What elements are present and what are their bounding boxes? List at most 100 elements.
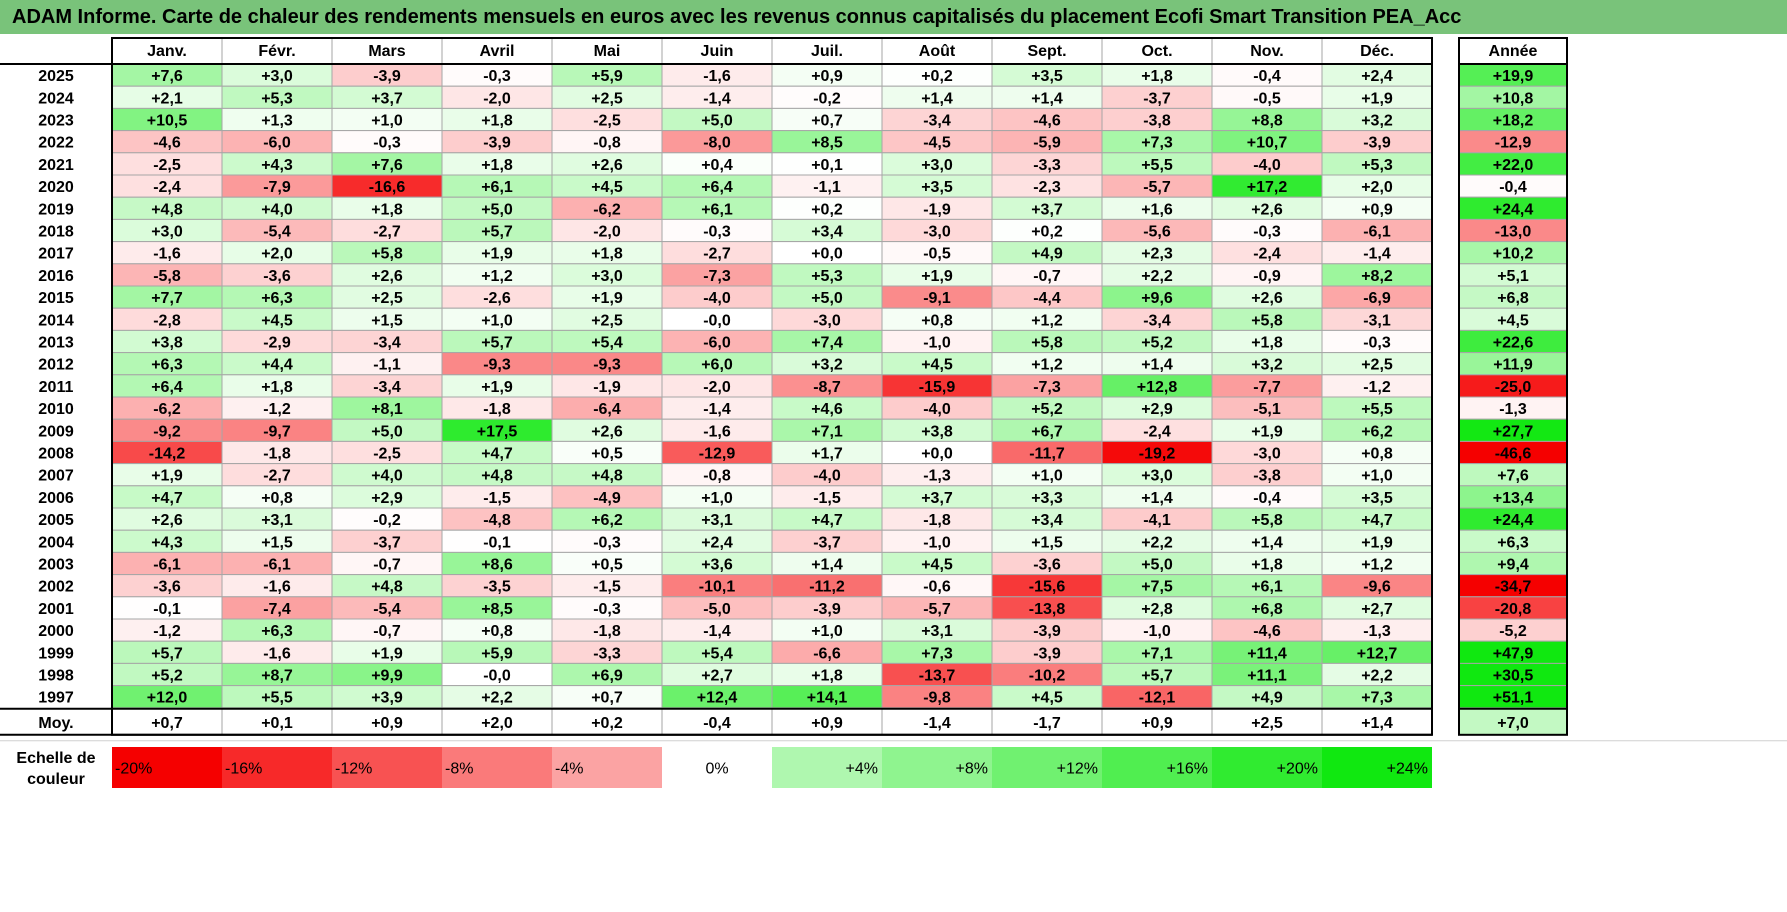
cell-value: +2,5 bbox=[591, 90, 623, 107]
cell-value: +6,3 bbox=[261, 623, 293, 640]
month-header: Juin bbox=[701, 43, 734, 60]
month-header-cell bbox=[991, 37, 1103, 65]
cell-value: -0,1 bbox=[153, 601, 181, 618]
year-label: 2013 bbox=[38, 335, 74, 352]
cell-value: +5,3 bbox=[811, 268, 843, 285]
cell-value: +3,1 bbox=[261, 512, 293, 529]
cell-value: -2,0 bbox=[593, 224, 621, 241]
cell-value: +3,7 bbox=[921, 490, 953, 507]
cell-value: -0,5 bbox=[1253, 90, 1281, 107]
cell-value: +17,2 bbox=[1247, 179, 1288, 196]
cell-value: +1,3 bbox=[261, 113, 293, 130]
month-header: Déc. bbox=[1360, 43, 1394, 60]
cell-value: +1,4 bbox=[1141, 357, 1173, 374]
cell-value: +4,8 bbox=[481, 468, 513, 485]
cell-value: -1,9 bbox=[593, 379, 621, 396]
cell-value: -2,5 bbox=[593, 113, 621, 130]
cell-value: -1,2 bbox=[1363, 379, 1391, 396]
annual-value: +5,1 bbox=[1497, 268, 1529, 285]
year-label: 2019 bbox=[38, 201, 74, 218]
annual-header: Année bbox=[1489, 43, 1538, 60]
cell-value: -5,1 bbox=[1253, 401, 1281, 418]
scale-swatch bbox=[222, 747, 332, 788]
cell-value: +3,2 bbox=[1361, 113, 1393, 130]
cell-value: +8,5 bbox=[811, 135, 843, 152]
cell-value: -3,4 bbox=[923, 113, 951, 130]
cell-value: +5,7 bbox=[151, 645, 183, 662]
cell-value: -9,2 bbox=[153, 423, 181, 440]
year-label: 2012 bbox=[38, 357, 74, 374]
cell-value: -13,8 bbox=[1029, 601, 1066, 618]
cell-value: +3,3 bbox=[1031, 490, 1063, 507]
cell-value: +0,7 bbox=[811, 113, 843, 130]
cell-value: +0,0 bbox=[811, 246, 843, 263]
cell-value: -4,8 bbox=[483, 512, 511, 529]
cell-value: +1,5 bbox=[261, 534, 293, 551]
cell-value: +2,2 bbox=[1141, 268, 1173, 285]
annual-value: -20,8 bbox=[1495, 601, 1532, 618]
annual-value: +24,4 bbox=[1493, 512, 1534, 529]
cell-value: +9,6 bbox=[1141, 290, 1173, 307]
scale-step-label: -4% bbox=[555, 761, 583, 778]
annual-border bbox=[1458, 37, 1568, 736]
cell-value: +3,2 bbox=[811, 357, 843, 374]
annual-value: +30,5 bbox=[1493, 668, 1534, 685]
cell-value: -1,6 bbox=[263, 645, 291, 662]
cell-value: -11,7 bbox=[1029, 446, 1065, 463]
cell-value: -3,1 bbox=[1363, 312, 1391, 329]
annual-value: +4,5 bbox=[1497, 312, 1529, 329]
cell-value: -4,5 bbox=[923, 135, 951, 152]
cell-value: +1,2 bbox=[1031, 312, 1063, 329]
cell-value: +6,1 bbox=[481, 179, 513, 196]
cell-value: +5,0 bbox=[701, 113, 733, 130]
cell-value: -0,9 bbox=[1253, 268, 1281, 285]
month-header: Mars bbox=[368, 43, 405, 60]
cell-value: +2,2 bbox=[481, 690, 513, 707]
cell-value: -5,9 bbox=[1033, 135, 1061, 152]
cell-value: -1,4 bbox=[703, 90, 731, 107]
cell-value: +1,0 bbox=[701, 490, 733, 507]
cell-value: +4,5 bbox=[591, 179, 623, 196]
scale-step-label: +12% bbox=[1057, 761, 1098, 778]
year-label: 2017 bbox=[38, 246, 74, 263]
month-header: Janv. bbox=[147, 43, 187, 60]
cell-value: +3,5 bbox=[1361, 490, 1393, 507]
cell-value: +1,8 bbox=[481, 113, 513, 130]
cell-value: +2,9 bbox=[1141, 401, 1173, 418]
cell-value: +1,7 bbox=[811, 446, 843, 463]
cell-value: -3,6 bbox=[1033, 557, 1061, 574]
cell-value: -0,7 bbox=[373, 623, 401, 640]
cell-value: +4,0 bbox=[261, 201, 293, 218]
cell-value: -2,8 bbox=[153, 312, 181, 329]
cell-value: +0,7 bbox=[591, 690, 623, 707]
average-cell bbox=[991, 708, 1103, 736]
cell-value: -6,1 bbox=[263, 557, 291, 574]
average-cell bbox=[661, 708, 773, 736]
cell-value: -4,0 bbox=[1253, 157, 1281, 174]
cell-value: -2,0 bbox=[483, 90, 511, 107]
cell-value: -3,3 bbox=[593, 645, 621, 662]
cell-value: +8,8 bbox=[1251, 113, 1283, 130]
cell-value: +6,3 bbox=[151, 357, 183, 374]
month-header: Août bbox=[919, 43, 956, 60]
cell-value: -1,8 bbox=[263, 446, 291, 463]
cell-value: -0,7 bbox=[373, 557, 401, 574]
cell-value: -3,9 bbox=[1363, 135, 1391, 152]
cell-value: -3,5 bbox=[483, 579, 511, 596]
cell-value: -5,4 bbox=[263, 224, 291, 241]
cell-value: +14,1 bbox=[807, 690, 848, 707]
annual-value: +9,4 bbox=[1497, 557, 1529, 574]
cell-value: +5,2 bbox=[1141, 335, 1173, 352]
cell-value: -1,4 bbox=[703, 623, 731, 640]
cell-value: -3,0 bbox=[923, 224, 951, 241]
cell-value: -2,4 bbox=[1143, 423, 1171, 440]
average-cell bbox=[1211, 708, 1323, 736]
scale-swatch bbox=[1322, 747, 1432, 788]
cell-value: -2,4 bbox=[1253, 246, 1281, 263]
cell-value: +1,8 bbox=[371, 201, 403, 218]
cell-value: +0,8 bbox=[481, 623, 513, 640]
cell-value: -0,6 bbox=[923, 579, 951, 596]
cell-value: +1,9 bbox=[151, 468, 183, 485]
cell-value: -9,7 bbox=[263, 423, 291, 440]
